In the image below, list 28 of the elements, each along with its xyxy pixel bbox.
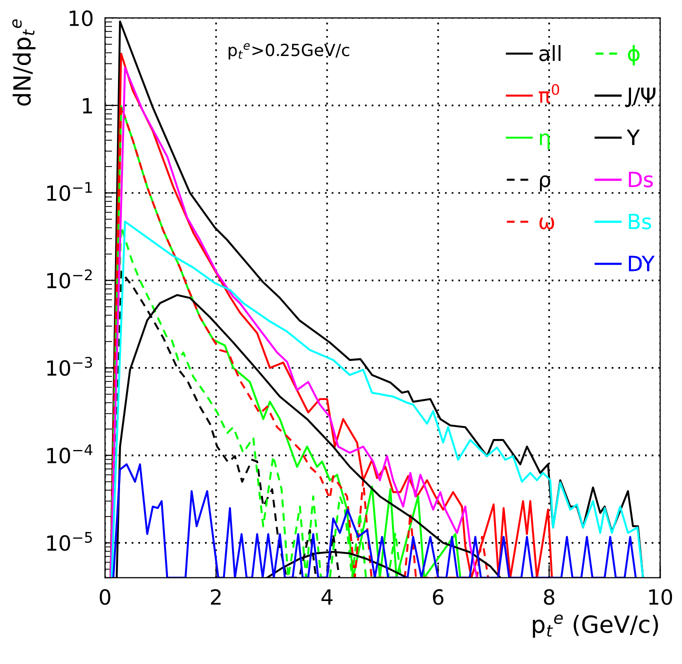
y-tick-label: 10$^{−3}$: [47, 356, 92, 376]
y-tick-label: 1: [82, 98, 92, 114]
y-tick-label: 10$^{−2}$: [47, 269, 92, 288]
x-tick-label: 6: [432, 589, 444, 605]
legend-label: DY: [628, 256, 655, 272]
legend-label: J/Ψ: [626, 88, 656, 108]
legend-label: ρ: [540, 175, 550, 192]
legend-label: η: [540, 133, 550, 150]
line-series: [112, 463, 637, 578]
legend-label: Ds: [628, 172, 653, 188]
y-tick-label: 10: [70, 10, 93, 26]
y-tick-label: 10$^{−1}$: [47, 182, 92, 201]
legend-label: Bs: [628, 214, 652, 230]
legend-label: ω: [539, 218, 554, 230]
x-tick-label: 0: [100, 589, 110, 605]
y-tick-label: 10$^{−5}$: [47, 532, 92, 551]
legend-label: Υ: [626, 130, 640, 145]
y-axis-title: dN/dp$_{t}$$^{e}$: [12, 19, 36, 106]
x-tick-label: 4: [321, 589, 333, 605]
legend-label: π$^{0}$: [538, 84, 560, 104]
x-tick-label: 10: [649, 589, 672, 605]
x-tick-label: 8: [544, 589, 554, 605]
x-tick-label: 2: [210, 589, 221, 605]
x-axis-title: p$_{t}$$^{e}$ (GeV/c): [532, 614, 658, 638]
annotation: p$_{t}$$^{e}$>0.25GeV/c: [228, 43, 350, 60]
y-tick-label: 10$^{−4}$: [47, 444, 92, 464]
legend-label: ϕ: [628, 45, 640, 66]
legend-label: all: [539, 45, 560, 62]
